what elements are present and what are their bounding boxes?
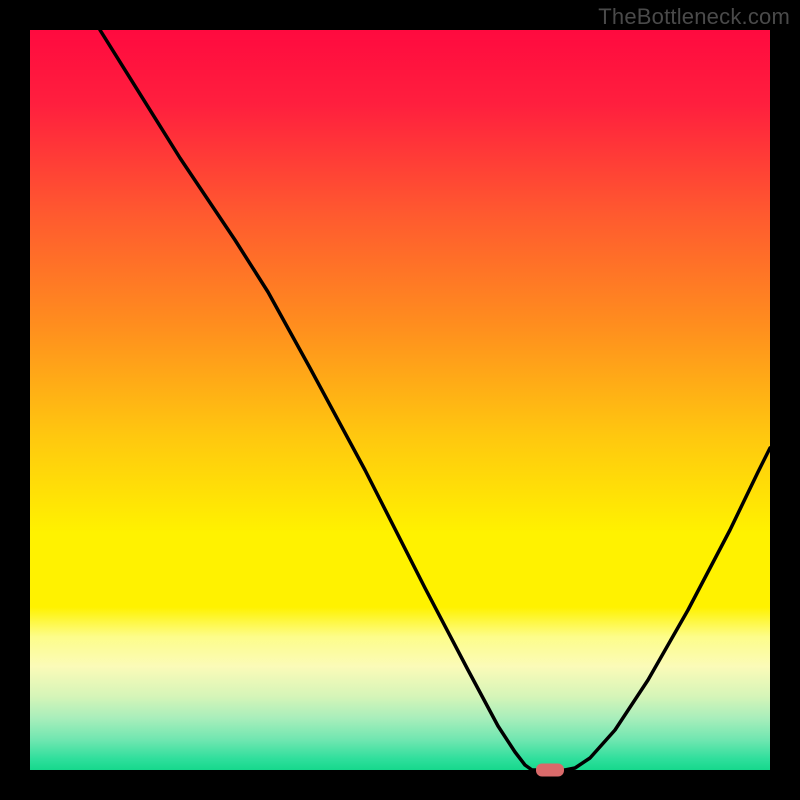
chart-container: TheBottleneck.com	[0, 0, 800, 800]
bottleneck-chart	[0, 0, 800, 800]
optimal-marker	[536, 764, 564, 777]
watermark-text: TheBottleneck.com	[598, 4, 790, 30]
